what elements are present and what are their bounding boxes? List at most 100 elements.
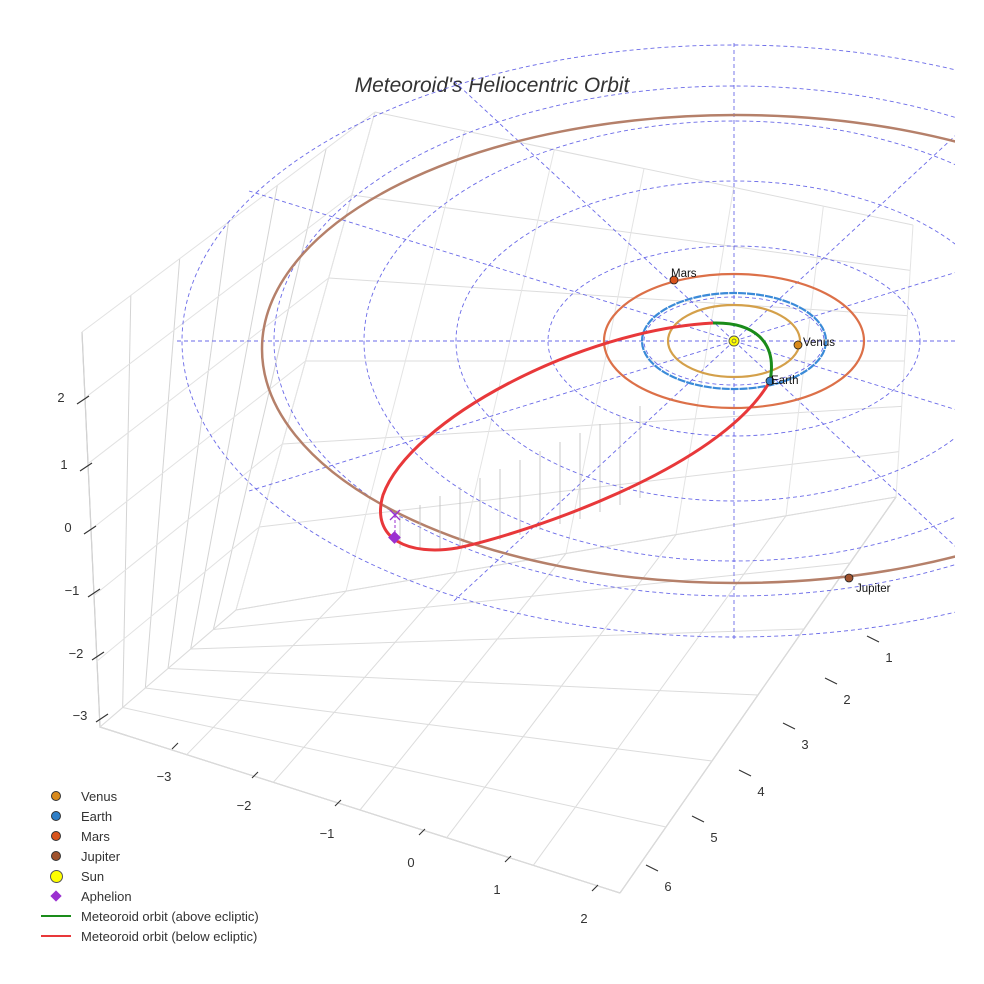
legend-swatch [51,831,61,841]
z-tick [95,713,109,723]
ecliptic-spoke [453,80,735,342]
venus-orbit [666,303,802,379]
legend-swatch [51,811,61,821]
ecliptic-spoke [248,340,735,492]
wall-gridline [87,277,329,465]
legend-symbol [40,786,72,806]
mars-marker [669,275,679,285]
ecliptic-ring [455,180,955,502]
legend-label: Sun [81,868,105,884]
jupiter-label: Jupiter [856,583,891,595]
legend-label: Earth [81,808,113,824]
z-tick [87,588,101,598]
ecliptic-grid [174,41,955,641]
x-tick-label: −1 [320,826,335,841]
x-tick [171,742,179,750]
meteoroid-orbit-below [379,321,772,552]
x-tick [418,828,426,836]
z-tick-label: 0 [64,520,71,535]
floor-gridline [235,496,897,611]
grid-lines [81,111,914,894]
bodies: Venus Earth Mars Jupiter [388,268,891,595]
legend-item-venus[interactable]: Venus [40,786,259,806]
legend-label: Mars [81,828,110,844]
mars-label: Mars [671,268,697,280]
legend-symbol [40,926,72,946]
y-tick-label: 6 [664,879,671,894]
meteoroid-orbit [379,321,773,552]
sun-core [731,338,737,344]
legend-symbol [40,846,72,866]
legend-item-jupiter[interactable]: Jupiter [40,846,259,866]
wall-gridline [96,526,260,662]
legend-item-earth[interactable]: Earth [40,806,259,826]
jupiter-orbit [260,113,955,585]
y-tick-label: 5 [710,830,717,845]
wall-gridline [93,443,283,596]
z-tick-label: −2 [69,646,84,661]
legend-symbol [40,806,72,826]
legend-label: Meteoroid orbit (below ecliptic) [81,928,258,944]
legend-symbol [40,866,72,886]
ecliptic-spoke [733,340,955,547]
chart-title: Meteoroid's Heliocentric Orbit [354,74,630,97]
x-tick [591,884,599,892]
legend-swatch [50,890,62,902]
legend-swatch [41,915,71,917]
x-tick-label: 1 [493,882,500,897]
earth-label: Earth [771,375,799,387]
y-tick-label: 2 [843,692,850,707]
ecliptic-spoke [733,272,955,342]
x-tick [334,799,342,807]
legend-label: Meteoroid orbit (above ecliptic) [81,908,259,924]
legend-swatch [49,869,63,883]
meteoroid-orbit-above [712,321,773,382]
x-tick [504,855,512,863]
y-tick-label: 4 [757,784,764,799]
sun-marker [728,335,740,347]
legend-label: Jupiter [81,848,121,864]
jupiter-marker [844,573,854,583]
wall-gridline [345,130,466,592]
legend-label: Venus [81,788,118,804]
wall-gridline [895,224,914,498]
wall-gridline [90,360,306,530]
earth-orbit [640,291,828,391]
x-tick-label: 0 [407,855,414,870]
legend-label: Aphelion [81,888,132,904]
x-tick-label: 2 [580,911,587,926]
axis-ticks: 2 1 0 −1 −2 −3 −3 −2 −1 0 1 2 1 2 3 4 5 6 [57,390,892,926]
floor-gridline [190,628,805,650]
mars-orbit [602,272,866,410]
legend-item-sun[interactable]: Sun [40,866,259,886]
z-tick-label: 2 [57,390,64,405]
z-tick [91,651,105,661]
ecliptic-spoke [733,340,955,410]
z-tick [83,525,97,535]
legend-item-meteoroid-orbit-above-ecliptic[interactable]: Meteoroid orbit (above ecliptic) [40,906,259,926]
wall-gridline [675,187,735,535]
legend: Venus Earth Mars Jupiter Sun Aphelion Meteoroi… [40,786,259,946]
y-tick [824,677,838,685]
venus-label: Venus [803,337,835,349]
legend-item-mars[interactable]: Mars [40,826,259,846]
y-tick-label: 1 [885,650,892,665]
y-tick [866,635,880,643]
y-tick [782,722,796,730]
z-tick [76,395,90,405]
ecliptic-spoke [453,340,735,602]
legend-swatch [41,935,71,937]
wall-gridline [455,149,555,573]
z-tick [79,462,93,472]
aphelion-projection [389,509,401,521]
z-tick-label: 1 [60,457,67,472]
floor-gridline [122,707,667,828]
x-tick-label: −2 [237,798,252,813]
floor-gridline [99,726,621,894]
ecliptic-spoke [248,190,735,342]
legend-item-meteoroid-orbit-below-ecliptic[interactable]: Meteoroid orbit (below ecliptic) [40,926,259,946]
floor-gridline [167,668,759,696]
wall-gridline [785,206,824,516]
legend-item-aphelion[interactable]: Aphelion [40,886,259,906]
